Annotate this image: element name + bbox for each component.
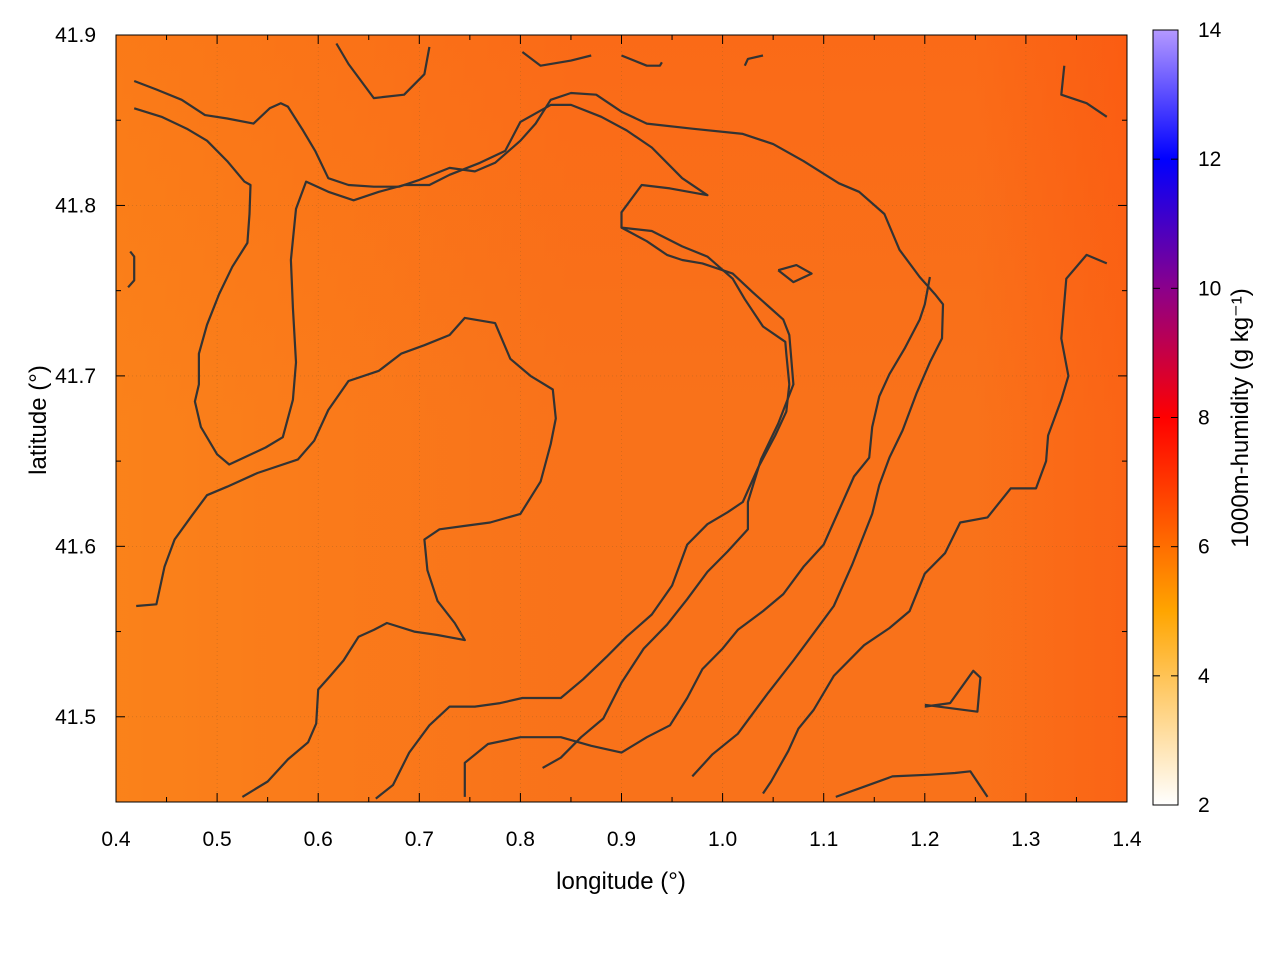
contour-line-6 <box>463 276 931 797</box>
colorbar-tick-label: 8 <box>1198 407 1210 430</box>
contour-line-9 <box>621 54 663 67</box>
colorbar-tick-label: 2 <box>1198 794 1210 817</box>
contour-line-11 <box>1060 65 1108 118</box>
x-tick-label: 1.1 <box>809 828 838 851</box>
y-tick-label: 41.6 <box>55 535 96 558</box>
contour-line-12 <box>762 253 1108 795</box>
x-axis-label: longitude (°) <box>556 868 686 895</box>
contour-lines <box>127 42 1108 800</box>
y-axis-ticks: 41.5 41.6 41.7 41.8 41.9 <box>55 24 1127 803</box>
x-tick-label: 0.5 <box>202 828 231 851</box>
contour-line-5 <box>375 226 791 800</box>
x-tick-label: 0.6 <box>304 828 333 851</box>
x-axis-ticks: 0.4 0.5 0.6 0.7 0.8 0.9 1.0 1.1 1.2 1.3 1.4 <box>101 35 1142 851</box>
contour-line-13 <box>924 669 982 713</box>
x-tick-label: 0.9 <box>607 828 636 851</box>
colorbar-label: 1000m-humidity (g kg⁻¹) <box>1227 288 1254 547</box>
y-tick-label: 41.9 <box>55 24 96 47</box>
y-tick-label: 41.8 <box>55 194 96 217</box>
colorbar-tick-label: 12 <box>1198 148 1221 171</box>
contour-line-0 <box>133 79 945 778</box>
colorbar-ticks: 2 4 6 8 10 12 14 <box>1153 19 1222 817</box>
y-axis-label: latitude (°) <box>25 365 52 475</box>
x-tick-label: 1.2 <box>910 828 939 851</box>
humidity-field-overlay <box>116 35 1127 802</box>
x-tick-label: 1.0 <box>708 828 737 851</box>
colorbar-tick-label: 10 <box>1198 277 1221 300</box>
y-tick-label: 41.7 <box>55 365 96 388</box>
colorbar-tick-label: 4 <box>1198 665 1210 688</box>
x-tick-label: 1.3 <box>1011 828 1040 851</box>
y-tick-label: 41.5 <box>55 706 96 729</box>
contour-line-4 <box>136 316 557 798</box>
contour-line-3 <box>127 250 136 289</box>
x-tick-label: 0.8 <box>506 828 535 851</box>
contour-line-10 <box>743 54 764 67</box>
contour-line-14 <box>835 770 989 798</box>
colorbar-tick-label: 14 <box>1198 19 1222 42</box>
x-tick-label: 0.7 <box>405 828 434 851</box>
colorbar: 2 4 6 8 10 12 14 <box>1152 19 1222 817</box>
plot-area: 0.4 0.5 0.6 0.7 0.8 0.9 1.0 1.1 1.2 1.3 1.4 41.541… <box>55 24 1142 851</box>
contour-line-8 <box>521 51 592 67</box>
x-tick-label: 1.4 <box>1112 828 1142 851</box>
colorbar-tick-label: 6 <box>1198 536 1210 559</box>
contour-line-2 <box>777 264 813 284</box>
contour-line-7 <box>335 42 431 100</box>
x-tick-label: 0.4 <box>101 828 131 851</box>
